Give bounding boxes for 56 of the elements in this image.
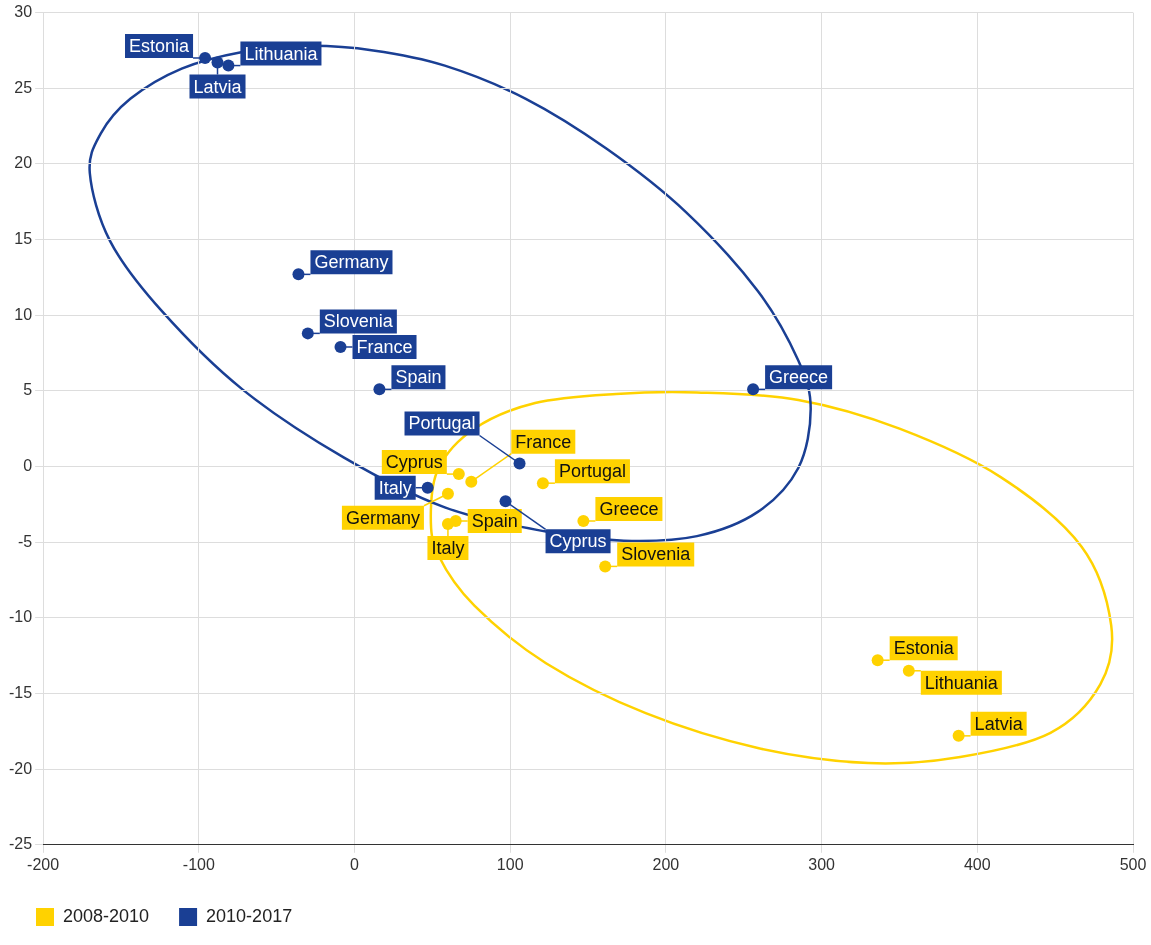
point	[465, 475, 478, 488]
y-tick-label: 5	[23, 381, 33, 399]
y-tick-label: -20	[9, 759, 33, 777]
data-label: Portugal	[408, 413, 476, 434]
point	[747, 383, 760, 396]
point	[301, 327, 314, 340]
point	[452, 468, 465, 481]
data-label: Portugal	[558, 461, 626, 482]
data-label: Estonia	[893, 638, 955, 659]
y-tick-label: 0	[23, 456, 33, 474]
data-label: Italy	[378, 477, 412, 498]
y-tick-label: -5	[17, 532, 33, 550]
data-label: Lithuania	[924, 672, 999, 693]
data-label: Estonia	[129, 35, 191, 56]
data-label: Lithuania	[244, 43, 319, 64]
data-label: Latvia	[193, 76, 243, 97]
data-label: Latvia	[974, 713, 1024, 734]
data-label: France	[356, 336, 413, 357]
data-label: France	[515, 431, 572, 452]
data-label: Germany	[345, 507, 420, 528]
point	[292, 268, 305, 281]
y-tick-label: -15	[9, 683, 33, 701]
y-tick-label: -10	[9, 608, 33, 626]
point	[211, 56, 224, 69]
data-label: Cyprus	[385, 452, 443, 473]
point	[421, 481, 434, 494]
x-tick-label: 400	[963, 855, 991, 873]
point	[441, 487, 454, 500]
x-tick-label: 100	[496, 855, 524, 873]
data-label: Greece	[599, 498, 659, 519]
point	[599, 560, 612, 573]
x-tick-label: -100	[182, 855, 215, 873]
data-label: Cyprus	[549, 531, 607, 552]
data-label: Slovenia	[621, 544, 692, 565]
data-label: Germany	[314, 252, 389, 273]
y-tick-label: 25	[14, 78, 33, 96]
x-tick-label: 0	[350, 855, 360, 873]
y-tick-label: 20	[14, 154, 33, 172]
x-tick-label: 500	[1119, 855, 1147, 873]
data-label: Italy	[431, 537, 465, 558]
data-label: Spain	[471, 510, 518, 531]
x-tick-label: 300	[808, 855, 836, 873]
x-tick-label: 200	[652, 855, 680, 873]
data-label: Slovenia	[323, 311, 394, 332]
y-tick-label: -25	[9, 835, 33, 853]
point	[373, 383, 386, 396]
x-tick-label: -200	[27, 855, 60, 873]
y-tick-label: 10	[14, 305, 33, 323]
point	[536, 477, 549, 490]
y-tick-label: 30	[14, 3, 33, 21]
point	[222, 59, 235, 72]
legend-label: 2010-2017	[206, 905, 293, 926]
legend-label: 2008-2010	[63, 905, 150, 926]
y-tick-label: 15	[14, 229, 33, 247]
data-label: Greece	[769, 367, 829, 388]
data-label: Spain	[395, 367, 442, 388]
